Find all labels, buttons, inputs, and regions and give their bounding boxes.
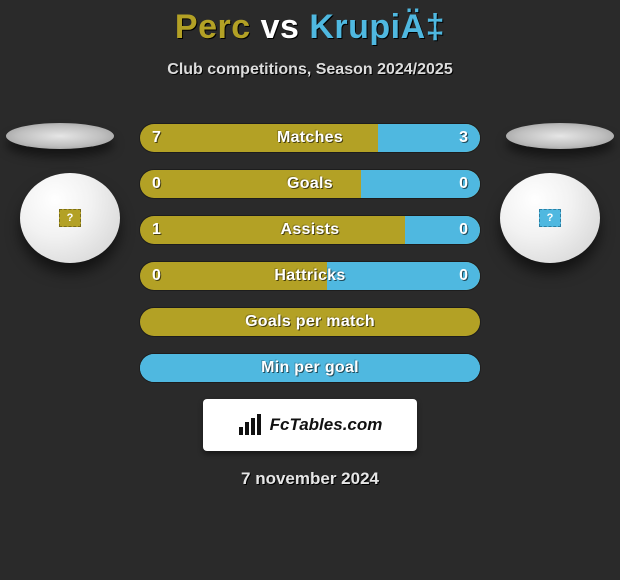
player1-avatar: ? — [20, 173, 120, 263]
header: Perc vs KrupiÄ‡ Club competitions, Seaso… — [0, 0, 620, 79]
image-placeholder-icon: ? — [539, 209, 561, 227]
stat-bar: Hattricks00 — [139, 261, 481, 291]
stat-bar: Assists10 — [139, 215, 481, 245]
stat-bar: Goals00 — [139, 169, 481, 199]
source-logo[interactable]: FcTables.com — [203, 399, 417, 451]
bars-icon — [238, 414, 264, 436]
bar-right-fill — [140, 354, 480, 382]
vs-text: vs — [261, 8, 300, 46]
subtitle: Club competitions, Season 2024/2025 — [0, 61, 620, 79]
bar-right-fill — [405, 216, 480, 244]
player2-avatar: ? — [500, 173, 600, 263]
player2-name: KrupiÄ‡ — [309, 8, 445, 46]
stat-bar: Goals per match — [139, 307, 481, 337]
stat-bar: Min per goal — [139, 353, 481, 383]
bar-right-fill — [378, 124, 480, 152]
right-shadow-ellipse — [506, 123, 614, 149]
date-text: 7 november 2024 — [0, 469, 620, 489]
bar-left-fill — [140, 308, 480, 336]
left-shadow-ellipse — [6, 123, 114, 149]
image-placeholder-icon: ? — [59, 209, 81, 227]
content-area: ? ? Matches73 Goals00 Assists10 Hattricks00… — [0, 123, 620, 489]
stat-bar: Matches73 — [139, 123, 481, 153]
bar-right-fill — [361, 170, 480, 198]
page-title: Perc vs KrupiÄ‡ — [0, 8, 620, 47]
player1-name: Perc — [175, 8, 251, 46]
logo-text: FcTables.com — [270, 415, 383, 435]
stat-bars: Matches73 Goals00 Assists10 Hattricks00 Goal… — [139, 123, 481, 383]
bar-right-fill — [327, 262, 480, 290]
